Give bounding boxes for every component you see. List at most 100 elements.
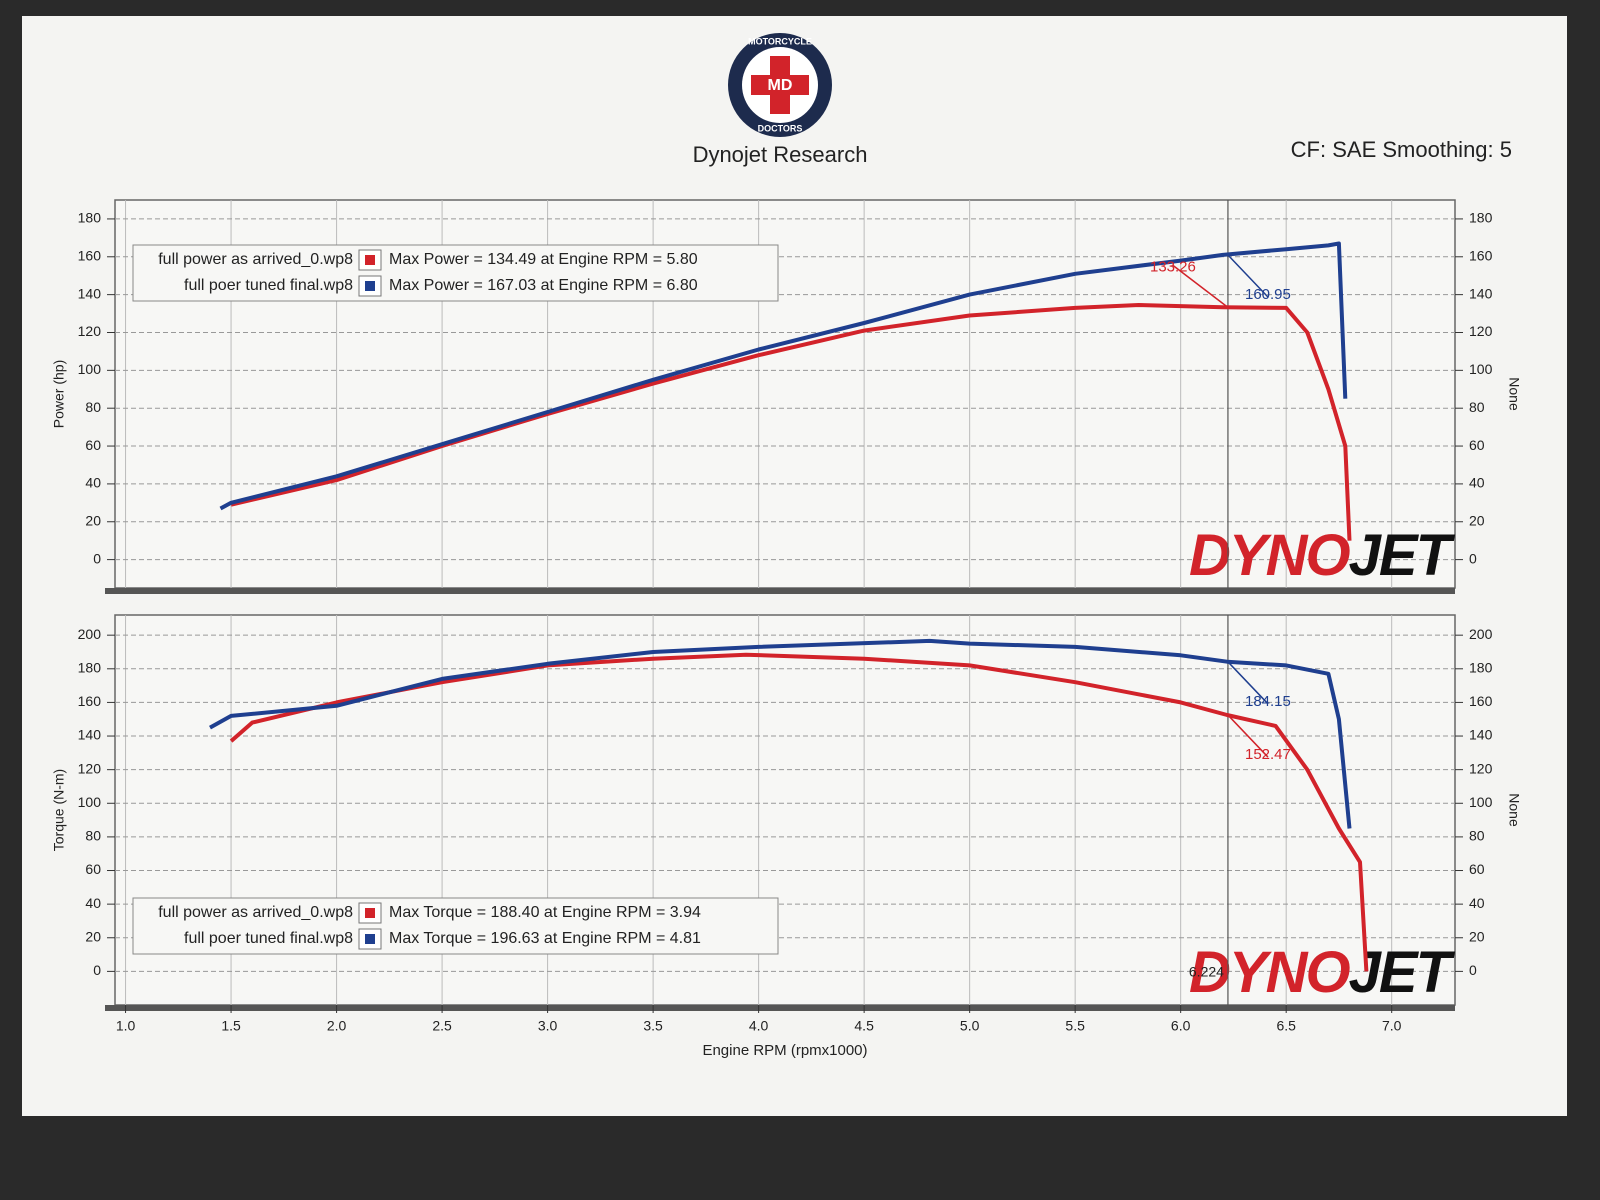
y2-tick-label: 60 bbox=[1469, 861, 1485, 877]
y-tick-label: 120 bbox=[78, 760, 102, 776]
series-line bbox=[219, 241, 1348, 511]
x-tick-label: 7.0 bbox=[1382, 1018, 1402, 1034]
y-tick-label: 0 bbox=[93, 962, 101, 978]
y2-tick-label: 80 bbox=[1469, 399, 1485, 415]
y2-tick-label: 80 bbox=[1469, 828, 1485, 844]
x-tick-label: 2.0 bbox=[327, 1018, 347, 1034]
y2-tick-label: 200 bbox=[1469, 626, 1493, 642]
annotation-arrow bbox=[1172, 264, 1229, 308]
legend-text: Max Power = 134.49 at Engine RPM = 5.80 bbox=[389, 251, 698, 268]
logo-text: MOTORCYCLE bbox=[748, 36, 812, 46]
y2-tick-label: 20 bbox=[1469, 928, 1485, 944]
y-axis-label: Power (hp) bbox=[51, 360, 67, 428]
x-tick-label: 4.5 bbox=[854, 1018, 874, 1034]
title: Dynojet Research bbox=[693, 142, 868, 167]
watermark: DYNOJET bbox=[1189, 523, 1456, 588]
y2-tick-label: 0 bbox=[1469, 550, 1477, 566]
y-tick-label: 160 bbox=[78, 247, 102, 263]
annotation: 160.95 bbox=[1245, 286, 1291, 303]
x-axis-label: Engine RPM (rpmx1000) bbox=[702, 1042, 867, 1059]
y-tick-label: 100 bbox=[78, 794, 102, 810]
legend-text: Max Torque = 196.63 at Engine RPM = 4.81 bbox=[389, 930, 701, 947]
cursor-label: 6.224 bbox=[1189, 964, 1224, 980]
y2-tick-label: 100 bbox=[1469, 794, 1493, 810]
annotation: 184.15 bbox=[1245, 693, 1291, 710]
annotation: 152.47 bbox=[1245, 746, 1291, 763]
y2-axis-label: None bbox=[1506, 793, 1522, 827]
legend-label: full power as arrived_0.wp8 bbox=[158, 251, 353, 268]
legend-swatch bbox=[365, 281, 375, 291]
x-tick-label: 1.5 bbox=[221, 1018, 241, 1034]
y-tick-label: 180 bbox=[78, 210, 102, 226]
y-tick-label: 20 bbox=[85, 928, 101, 944]
y-axis-label: Torque (N-m) bbox=[51, 769, 67, 851]
logo: MD MOTORCYCLE DOCTORS bbox=[728, 33, 832, 137]
y2-tick-label: 60 bbox=[1469, 437, 1485, 453]
x-tick-label: 4.0 bbox=[749, 1018, 769, 1034]
x-tick-label: 6.5 bbox=[1276, 1018, 1296, 1034]
y2-tick-label: 120 bbox=[1469, 323, 1493, 339]
logo-cross bbox=[751, 75, 809, 95]
legend-text: Max Torque = 188.40 at Engine RPM = 3.94 bbox=[389, 904, 701, 921]
x-tick-label: 3.0 bbox=[538, 1018, 558, 1034]
y-tick-label: 180 bbox=[78, 659, 102, 675]
y-tick-label: 0 bbox=[93, 550, 101, 566]
series-line bbox=[209, 638, 1352, 829]
y-tick-label: 80 bbox=[85, 828, 101, 844]
x-tick-label: 3.5 bbox=[643, 1018, 663, 1034]
x-tick-label: 1.0 bbox=[116, 1018, 136, 1034]
annotation: 133.26 bbox=[1150, 258, 1196, 275]
y-tick-label: 200 bbox=[78, 626, 102, 642]
y-tick-label: 140 bbox=[78, 285, 102, 301]
y-tick-label: 20 bbox=[85, 512, 101, 528]
watermark-part: DYNO bbox=[1189, 940, 1350, 1005]
legend-box bbox=[132, 244, 779, 302]
settings: CF: SAE Smoothing: 5 bbox=[1291, 137, 1512, 162]
x-tick-label: 6.0 bbox=[1171, 1018, 1191, 1034]
y-tick-label: 120 bbox=[78, 323, 102, 339]
y2-tick-label: 140 bbox=[1469, 727, 1493, 743]
legend-label: full power as arrived_0.wp8 bbox=[158, 904, 353, 921]
y-tick-label: 140 bbox=[78, 727, 102, 743]
y2-tick-label: 180 bbox=[1469, 210, 1493, 226]
y2-tick-label: 120 bbox=[1469, 760, 1493, 776]
legend-label: full poer tuned final.wp8 bbox=[184, 930, 353, 947]
watermark: DYNOJET bbox=[1189, 940, 1456, 1005]
annotation-arrow bbox=[1227, 714, 1269, 758]
y2-tick-label: 0 bbox=[1469, 962, 1477, 978]
y2-tick-label: 160 bbox=[1469, 693, 1493, 709]
y-tick-label: 60 bbox=[85, 437, 101, 453]
y-tick-label: 80 bbox=[85, 399, 101, 415]
y2-tick-label: 20 bbox=[1469, 512, 1485, 528]
legend-text: Max Power = 167.03 at Engine RPM = 6.80 bbox=[389, 277, 698, 294]
annotation-arrow bbox=[1227, 254, 1269, 298]
legend-swatch bbox=[365, 908, 375, 918]
x-tick-label: 2.5 bbox=[432, 1018, 452, 1034]
y-tick-label: 60 bbox=[85, 861, 101, 877]
y-tick-label: 100 bbox=[78, 361, 102, 377]
watermark-part: JET bbox=[1349, 523, 1456, 588]
annotation-arrow bbox=[1227, 661, 1269, 705]
legend-label: full poer tuned final.wp8 bbox=[184, 277, 353, 294]
plot-shadow bbox=[105, 1005, 1455, 1011]
y-tick-label: 40 bbox=[85, 475, 101, 491]
y2-tick-label: 140 bbox=[1469, 285, 1493, 301]
legend-swatch bbox=[365, 255, 375, 265]
logo-text: DOCTORS bbox=[758, 123, 803, 133]
legend-swatch bbox=[365, 934, 375, 944]
watermark-part: DYNO bbox=[1189, 523, 1350, 588]
plot-shadow bbox=[105, 588, 1455, 594]
y2-tick-label: 160 bbox=[1469, 247, 1493, 263]
y2-tick-label: 40 bbox=[1469, 475, 1485, 491]
y2-tick-label: 180 bbox=[1469, 659, 1493, 675]
y2-tick-label: 100 bbox=[1469, 361, 1493, 377]
legend-box bbox=[132, 897, 779, 955]
x-tick-label: 5.0 bbox=[960, 1018, 980, 1034]
y-tick-label: 160 bbox=[78, 693, 102, 709]
y2-tick-label: 40 bbox=[1469, 895, 1485, 911]
y2-axis-label: None bbox=[1506, 377, 1522, 411]
y-tick-label: 40 bbox=[85, 895, 101, 911]
x-tick-label: 5.5 bbox=[1065, 1018, 1085, 1034]
